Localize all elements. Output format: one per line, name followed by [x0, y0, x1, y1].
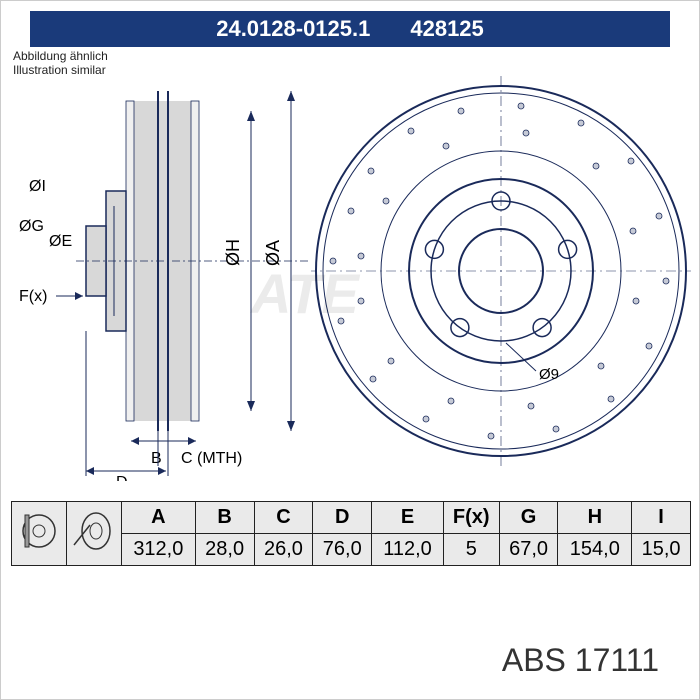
- main-container: 24.0128-0125.1 428125 Abbildung ähnlich …: [0, 0, 700, 700]
- svg-text:F(x): F(x): [19, 288, 47, 305]
- val-C: 26,0: [254, 534, 313, 566]
- disc-side-icon: [12, 502, 67, 566]
- col-H: H: [558, 502, 632, 534]
- svg-text:ØE: ØE: [49, 233, 72, 250]
- svg-text:ØI: ØI: [29, 178, 46, 195]
- col-E: E: [372, 502, 444, 534]
- svg-text:ØA: ØA: [263, 240, 283, 266]
- col-I: I: [632, 502, 691, 534]
- svg-text:ØG: ØG: [19, 218, 44, 235]
- col-F: F(x): [443, 502, 499, 534]
- front-view-diagram: Ø9: [311, 76, 691, 476]
- val-I: 15,0: [632, 534, 691, 566]
- disc-front-icon: [67, 502, 122, 566]
- svg-text:B: B: [151, 450, 162, 467]
- diagram-area: ØA ØH ØE ØG ØI F(x) B C (MTH): [11, 61, 691, 481]
- part-number-1: 24.0128-0125.1: [216, 16, 370, 42]
- svg-text:Ø9: Ø9: [539, 366, 559, 383]
- val-F: 5: [443, 534, 499, 566]
- table-header-row: A B C D E F(x) G H I: [12, 502, 691, 534]
- svg-text:C (MTH): C (MTH): [181, 450, 242, 467]
- header-bar: 24.0128-0125.1 428125: [30, 11, 670, 47]
- col-C: C: [254, 502, 313, 534]
- cross-section-diagram: ØA ØH ØE ØG ØI F(x) B C (MTH): [11, 71, 321, 481]
- val-G: 67,0: [499, 534, 558, 566]
- col-A: A: [122, 502, 196, 534]
- svg-text:D: D: [116, 474, 128, 481]
- val-A: 312,0: [122, 534, 196, 566]
- col-B: B: [195, 502, 254, 534]
- col-D: D: [313, 502, 372, 534]
- col-G: G: [499, 502, 558, 534]
- val-B: 28,0: [195, 534, 254, 566]
- product-code: ABS 17111: [502, 642, 659, 679]
- val-D: 76,0: [313, 534, 372, 566]
- part-number-2: 428125: [410, 16, 483, 42]
- spec-table: A B C D E F(x) G H I 312,0 28,0 26,0 76,…: [11, 501, 691, 566]
- val-H: 154,0: [558, 534, 632, 566]
- val-E: 112,0: [372, 534, 444, 566]
- svg-text:ØH: ØH: [223, 239, 243, 266]
